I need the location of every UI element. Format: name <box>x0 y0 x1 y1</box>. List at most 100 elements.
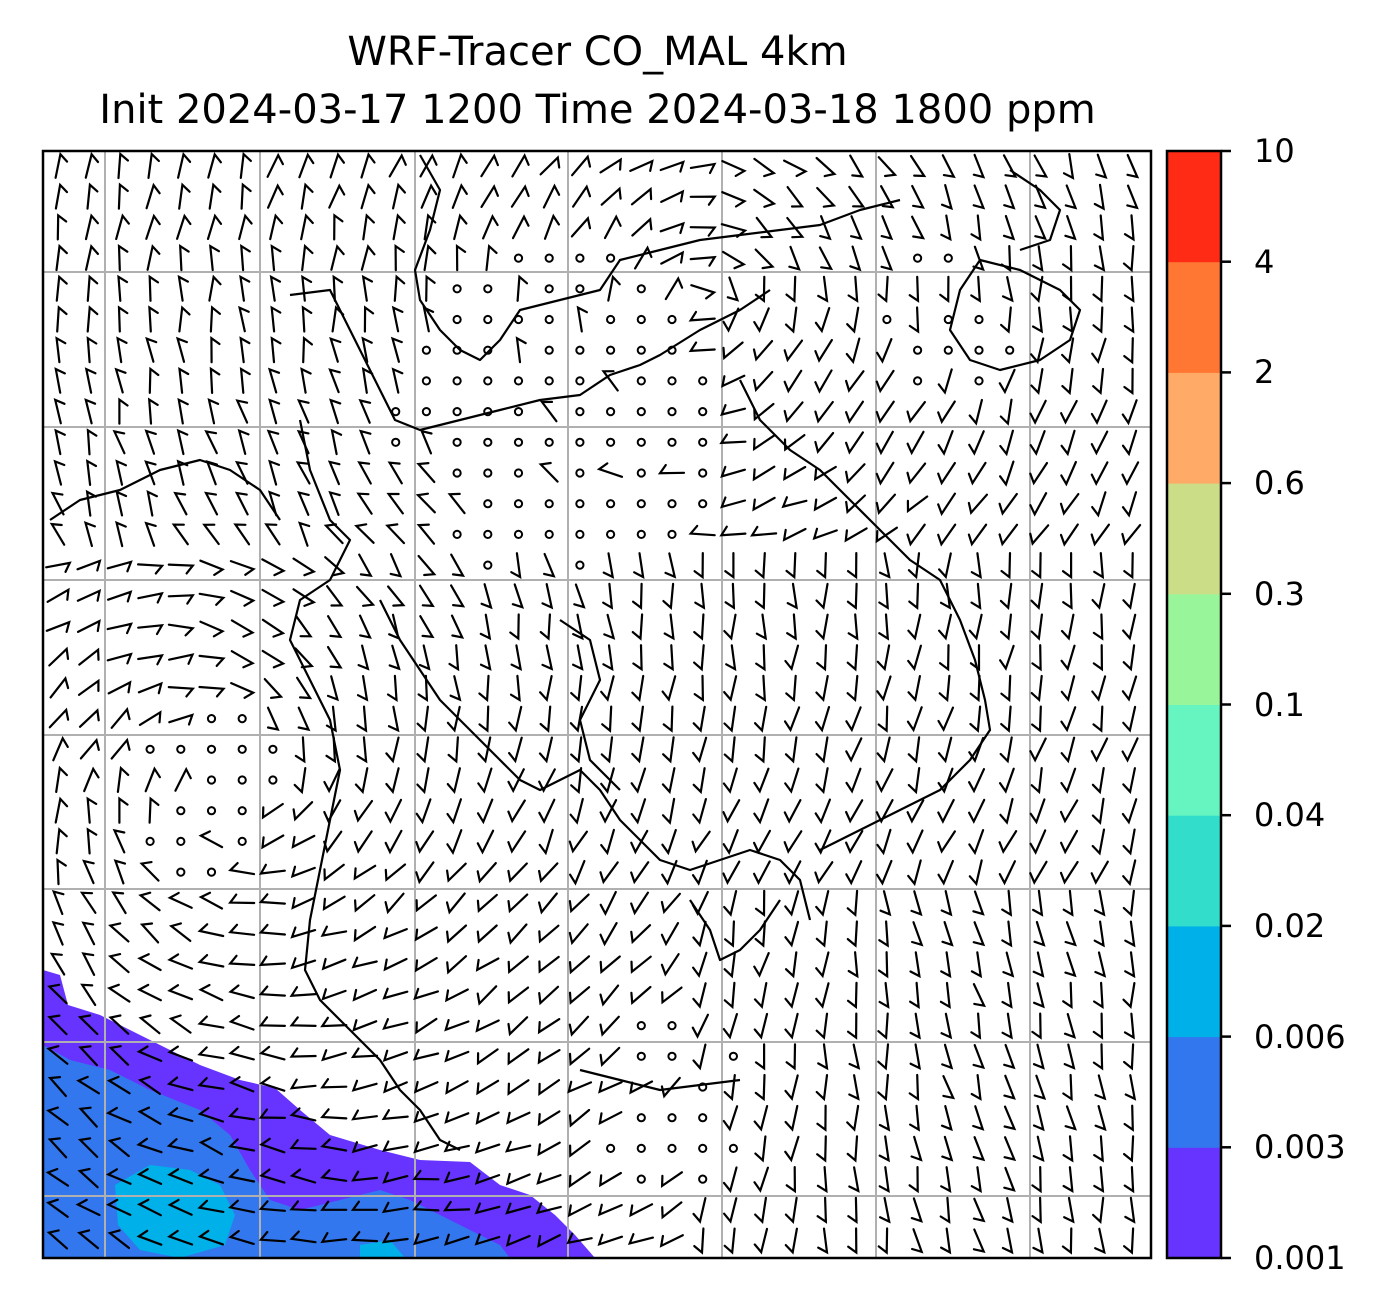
wind-barb <box>846 644 859 672</box>
wind-barb <box>998 767 1015 794</box>
wind-barb <box>350 1047 379 1059</box>
wind-barb <box>541 644 554 671</box>
wind-barb <box>849 245 862 272</box>
wind-barb <box>972 1197 986 1223</box>
wind-barb <box>446 767 461 795</box>
wind-barb <box>1123 306 1135 334</box>
wind-barb <box>1123 1012 1135 1040</box>
wind-barb <box>972 1105 985 1131</box>
wind-barb <box>942 1075 956 1100</box>
wind-barb <box>85 244 99 271</box>
wind-barb <box>208 274 222 302</box>
wind-barb <box>1000 705 1012 733</box>
colorbar-segment <box>1167 483 1221 595</box>
wind-barb <box>664 276 684 301</box>
wind-barb <box>849 154 865 178</box>
calm-circle <box>667 376 677 386</box>
wind-barb <box>1092 1196 1105 1224</box>
wind-barb <box>627 1233 654 1245</box>
calm-circle <box>575 284 585 294</box>
wind-barb <box>136 1137 163 1154</box>
wind-barb <box>688 310 716 322</box>
wind-barb <box>476 1048 499 1066</box>
wind-barb <box>784 1227 798 1255</box>
wind-barb <box>569 859 586 886</box>
calm-circle <box>728 1051 739 1061</box>
wind-barb <box>879 890 892 917</box>
wind-barb <box>1121 491 1138 518</box>
wind-barb <box>386 674 398 702</box>
wind-barb <box>941 1135 954 1162</box>
wind-barb <box>230 589 256 607</box>
wind-barb <box>972 1136 986 1162</box>
wind-barb <box>661 797 676 825</box>
wind-barb <box>357 461 372 485</box>
wind-barb <box>166 1138 194 1153</box>
wind-barb <box>507 893 529 914</box>
wind-barb <box>598 1111 623 1126</box>
wind-barb <box>632 644 643 672</box>
wind-barb <box>660 892 681 915</box>
wind-barb <box>568 923 589 946</box>
wind-barb <box>603 214 622 240</box>
wind-barb <box>167 1198 193 1216</box>
wind-barb <box>382 1049 409 1063</box>
wind-barb <box>693 644 705 672</box>
wind-barb <box>573 583 586 609</box>
wind-barb <box>511 214 530 240</box>
wind-barb <box>1122 582 1136 610</box>
wind-barb <box>875 493 896 516</box>
wind-barb <box>693 1227 705 1255</box>
wind-barb <box>598 1080 623 1094</box>
wind-barb <box>412 1200 440 1212</box>
wind-barb <box>47 1076 67 1098</box>
wind-barb <box>55 827 68 855</box>
wind-barb <box>117 305 129 333</box>
calm-circle <box>1005 345 1015 355</box>
wind-barb <box>660 953 680 977</box>
wind-barb <box>289 1230 317 1244</box>
wind-barb <box>118 397 129 425</box>
wind-barb <box>968 768 986 794</box>
calm-circle <box>667 1051 677 1061</box>
wind-barb <box>1032 1227 1044 1255</box>
wind-barb <box>147 397 159 425</box>
wind-barb <box>1122 245 1135 273</box>
calm-circle <box>237 806 247 816</box>
calm-circle <box>943 345 953 355</box>
calm-circle <box>636 314 646 325</box>
wind-barb <box>1122 828 1136 856</box>
wind-barb <box>476 924 498 944</box>
wind-barb <box>1126 153 1140 179</box>
wind-barb <box>1094 951 1107 978</box>
wind-barb <box>724 920 735 948</box>
calm-circle <box>913 345 923 355</box>
calm-circle <box>636 1143 646 1154</box>
wind-barb <box>754 1196 767 1225</box>
wind-barb <box>358 398 372 424</box>
calm-circle <box>513 407 524 417</box>
wind-barb <box>455 243 467 272</box>
wind-barb <box>907 736 921 764</box>
wind-barb <box>972 184 986 210</box>
wind-barb <box>1060 644 1076 672</box>
wind-barb <box>106 560 133 573</box>
calm-circle <box>544 376 554 386</box>
border-4 <box>579 1068 741 1092</box>
wind-barb <box>970 1074 982 1101</box>
wind-barb <box>599 1046 621 1068</box>
wind-barb <box>145 213 161 240</box>
wind-barb <box>1093 889 1106 917</box>
wind-barb <box>383 927 408 940</box>
wind-barb <box>385 523 406 545</box>
wind-barb <box>294 647 315 669</box>
wind-barb <box>1000 674 1012 703</box>
wind-barb <box>1060 675 1076 702</box>
wind-barb <box>538 461 559 483</box>
wind-barb <box>114 367 127 394</box>
wind-barb <box>507 830 527 854</box>
wind-barb <box>320 1169 348 1182</box>
wind-barb <box>1031 1012 1042 1040</box>
wind-barb <box>1092 306 1104 334</box>
wind-barb <box>47 983 68 1005</box>
